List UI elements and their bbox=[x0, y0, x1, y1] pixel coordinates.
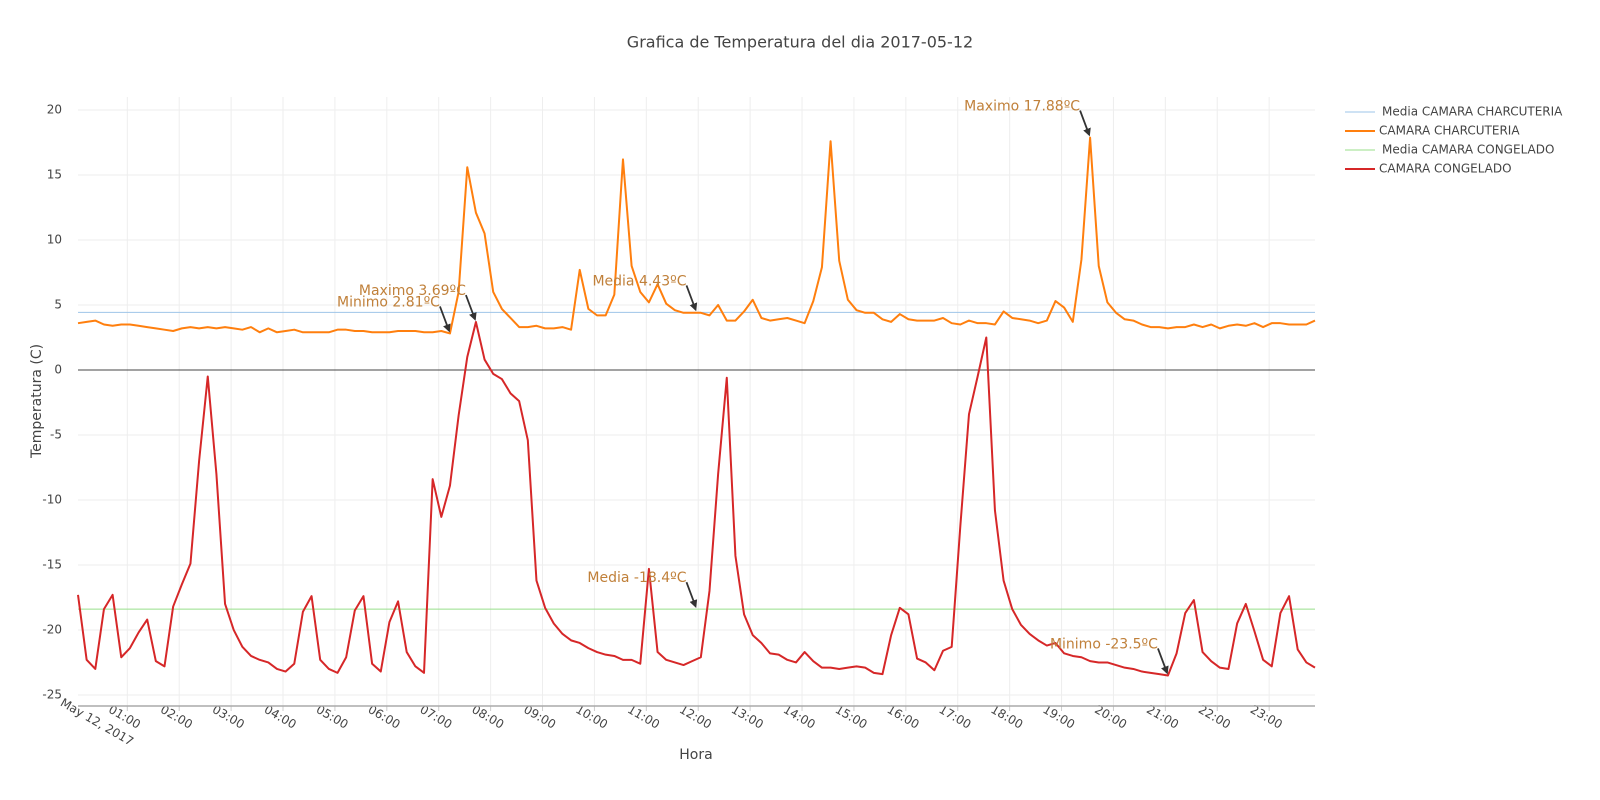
y-tick-label: 10 bbox=[47, 232, 62, 246]
y-tick-label: -15 bbox=[42, 557, 62, 571]
annotation: Minimo -23.5ºC bbox=[1050, 636, 1158, 652]
y-axis-title: Temperatura (C) bbox=[29, 344, 45, 459]
legend-label: Media CAMARA CONGELADO bbox=[1382, 143, 1554, 157]
y-tick-label: -10 bbox=[42, 492, 62, 506]
annotation-arrow bbox=[685, 581, 698, 609]
annotation: Media -18.4ºC bbox=[587, 570, 686, 586]
series-line bbox=[77, 136, 1316, 335]
y-tick-label: 20 bbox=[47, 102, 62, 116]
y-tick-label: 5 bbox=[54, 297, 62, 311]
annotation: Maximo 17.88ºC bbox=[964, 99, 1080, 115]
annotation-arrow bbox=[465, 294, 477, 321]
y-tick-label: -20 bbox=[42, 622, 62, 636]
annotation-arrow bbox=[1157, 648, 1169, 675]
annotation: Maximo 3.69ºC bbox=[359, 283, 466, 299]
annotation-arrow bbox=[1079, 110, 1091, 137]
y-tick-label: -5 bbox=[50, 427, 62, 441]
y-tick-label: -25 bbox=[42, 687, 62, 701]
legend-label: CAMARA CHARCUTERIA bbox=[1379, 124, 1520, 138]
annotation-arrow bbox=[685, 285, 698, 312]
annotation: Minimo 2.81ºC bbox=[337, 294, 440, 310]
y-tick-label: 0 bbox=[54, 362, 62, 376]
chart-title: Grafica de Temperatura del dia 2017-05-1… bbox=[627, 33, 973, 52]
x-axis-title: Hora bbox=[679, 747, 712, 763]
y-tick-label: 15 bbox=[47, 167, 62, 181]
annotation: Media 4.43ºC bbox=[592, 273, 686, 289]
legend-label: CAMARA CONGELADO bbox=[1379, 162, 1512, 176]
series-line bbox=[77, 321, 1316, 677]
legend-label: Media CAMARA CHARCUTERIA bbox=[1382, 105, 1563, 119]
annotation-arrow bbox=[439, 306, 451, 333]
